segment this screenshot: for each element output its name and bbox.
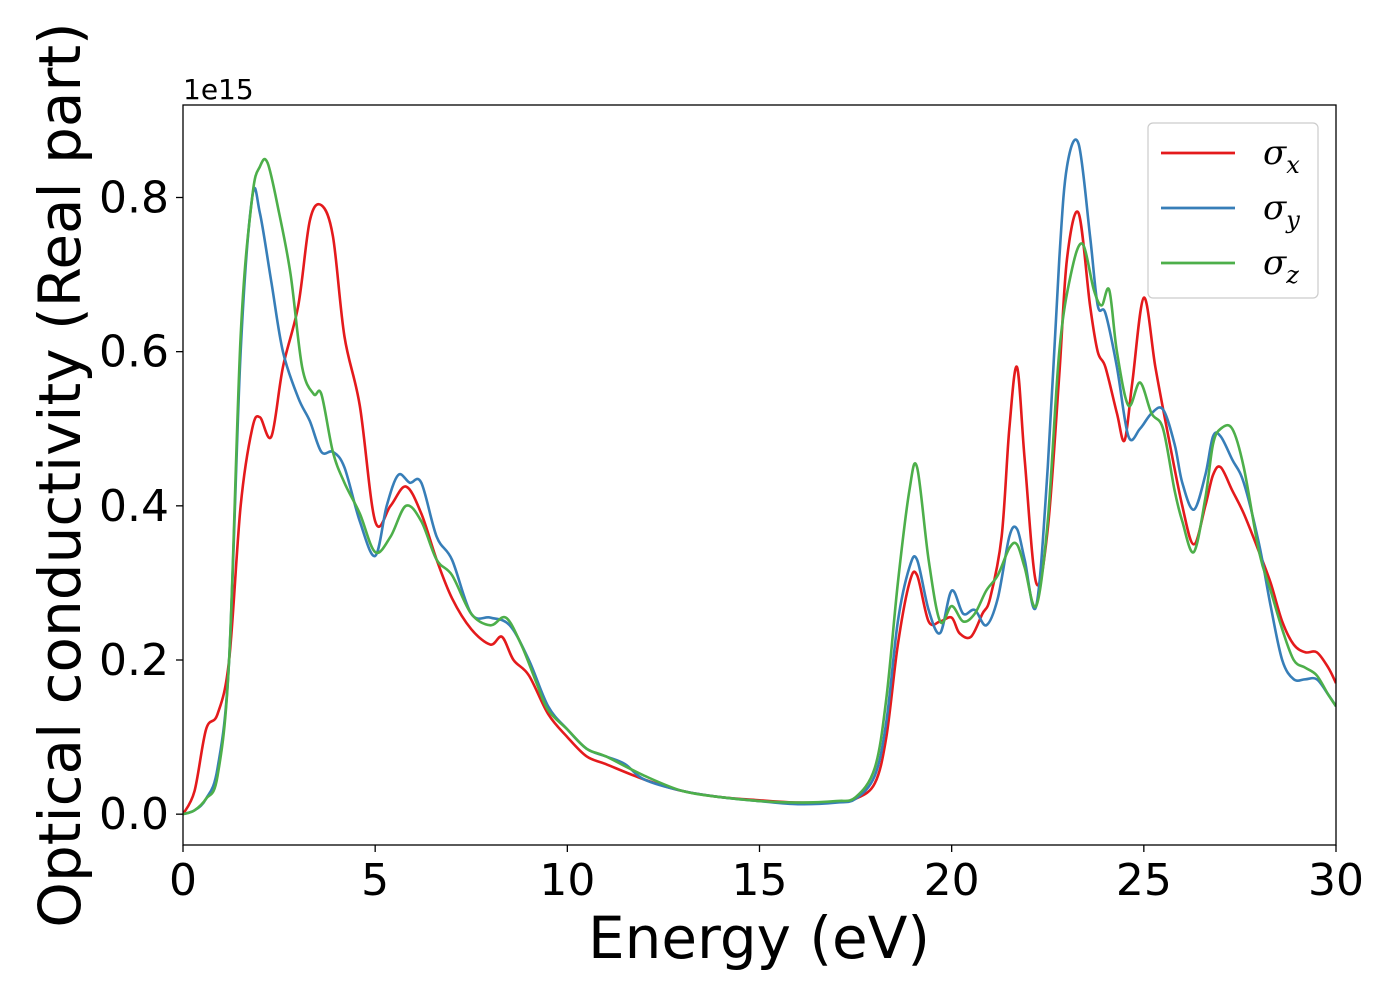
legend-frame <box>1147 122 1319 299</box>
y-tick-label: 0.6 <box>99 327 169 378</box>
x-axis-ticks: 0 5 10 15 20 25 30 <box>169 845 1364 906</box>
y-tick-label: 0.0 <box>99 789 169 840</box>
y-tick-label: 0.2 <box>99 635 169 686</box>
series-line-z <box>183 157 1336 816</box>
x-tick-label: 30 <box>1308 855 1364 906</box>
x-axis-label: Energy (eV) <box>588 904 930 972</box>
y-axis-label: Optical conductivity (Real part) <box>26 22 94 927</box>
plot-background <box>183 105 1336 845</box>
x-tick-label: 20 <box>924 855 980 906</box>
x-tick-label: 25 <box>1116 855 1172 906</box>
series-line-x <box>183 202 1336 815</box>
plot-area <box>182 104 1337 846</box>
x-tick-label: 0 <box>169 855 197 906</box>
series-line-y <box>183 138 1336 816</box>
y-axis-ticks: 0.0 0.2 0.4 0.6 0.8 <box>99 173 183 840</box>
x-tick-label: 5 <box>361 855 389 906</box>
y-offset-text: 1e15 <box>183 73 254 106</box>
x-tick-label: 15 <box>732 855 788 906</box>
x-tick-label: 10 <box>539 855 595 906</box>
y-tick-label: 0.8 <box>99 173 169 224</box>
series-layer <box>183 138 1336 816</box>
y-tick-label: 0.4 <box>99 481 169 532</box>
